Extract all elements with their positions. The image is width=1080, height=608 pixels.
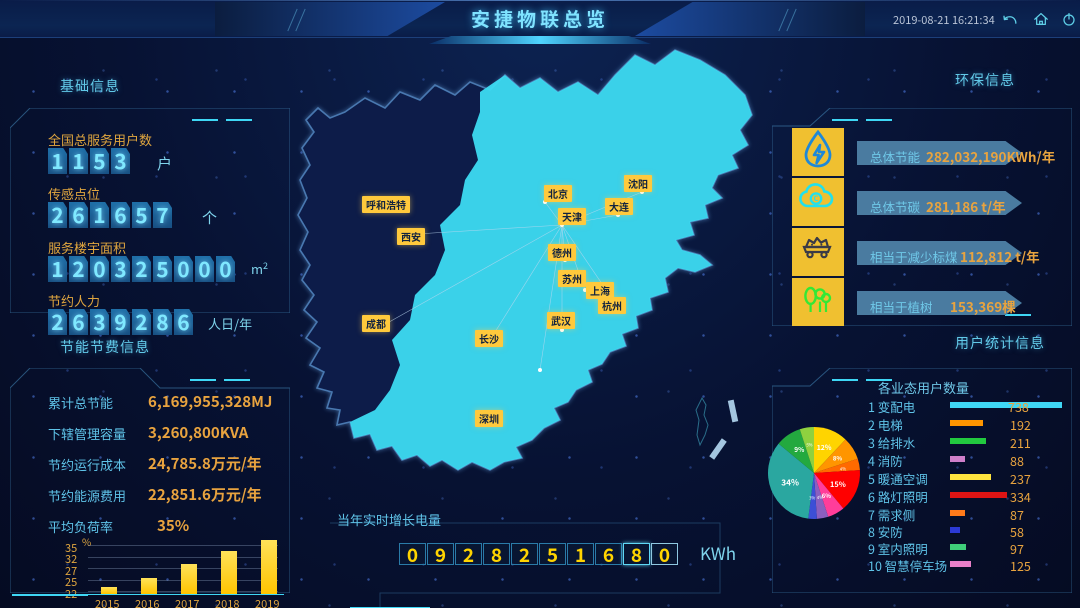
svg-text:15%: 15%: [830, 479, 846, 490]
svg-text:C: C: [814, 194, 819, 204]
svg-text:4%: 4%: [840, 466, 846, 472]
svg-text:4%: 4%: [817, 495, 823, 501]
svg-text:9%: 9%: [794, 445, 804, 454]
svg-text:6%: 6%: [822, 491, 832, 500]
svg-text:3%: 3%: [809, 496, 815, 502]
svg-text:34%: 34%: [781, 476, 799, 488]
svg-text:5%: 5%: [806, 442, 812, 448]
svg-text:12%: 12%: [817, 442, 832, 452]
svg-text:8%: 8%: [833, 454, 843, 463]
